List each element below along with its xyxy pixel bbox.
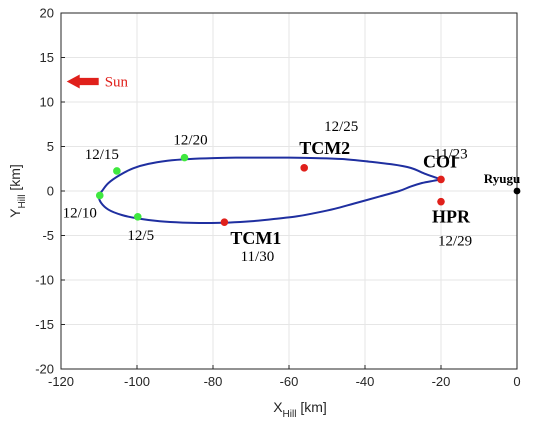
sun-indicator: Sun — [66, 74, 129, 91]
marker-11-30 — [220, 218, 229, 226]
sun-label: Sun — [105, 75, 129, 91]
ryugu-label: Ryugu — [484, 171, 520, 186]
event-label-tcm1: TCM1 — [230, 228, 281, 248]
y-axis-label-main: Y — [7, 208, 23, 218]
y-tick-label-10: -10 — [35, 273, 54, 288]
x-tick-label-100: -100 — [124, 374, 150, 389]
marker-12-10 — [95, 191, 104, 200]
ryugu-target: Ryugu — [484, 171, 521, 195]
date-label-12-29: 12/29 — [438, 234, 472, 250]
y-tick-label-10: 10 — [40, 95, 54, 110]
ryugu-marker — [513, 187, 521, 195]
date-label-12-5: 12/5 — [127, 228, 154, 244]
marker-11-23 — [437, 175, 445, 184]
x-axis-label-sub: Hill — [283, 409, 297, 420]
y-tick-label-15: -15 — [35, 317, 54, 332]
x-tick-label-80: -80 — [204, 374, 223, 389]
date-label-11-30: 11/30 — [241, 249, 275, 265]
marker-12-29 — [437, 197, 445, 206]
y-tick-label-15: 15 — [40, 50, 54, 65]
date-label-12-20: 12/20 — [173, 133, 207, 149]
y-axis-label-unit: [km] — [7, 164, 23, 194]
marker-12-25 — [300, 164, 309, 172]
y-axis-label: YHill [km] — [7, 164, 28, 218]
y-axis-label-sub: Hill — [17, 195, 28, 209]
x-tick-label-120: -120 — [48, 374, 74, 389]
x-tick-label-0: 0 — [513, 374, 520, 389]
x-axis-label: XHill [km] — [273, 399, 327, 420]
event-label-tcm2: TCM2 — [299, 138, 350, 158]
marker-12-20 — [180, 153, 189, 162]
date-label-12-15: 12/15 — [85, 147, 119, 163]
x-tick-label-20: -20 — [432, 374, 451, 389]
x-tick-label-40: -40 — [356, 374, 375, 389]
marker-12-5 — [133, 213, 142, 221]
y-tick-label-5: -5 — [42, 228, 54, 243]
trajectory-layer — [97, 156, 442, 225]
event-label-hpr: HPR — [432, 207, 471, 227]
date-label-12-10: 12/10 — [63, 205, 97, 221]
points-layer — [95, 153, 445, 226]
sun-arrow-icon — [66, 74, 99, 89]
date-label-11-23: 11/23 — [434, 146, 468, 162]
y-tick-label-0: 0 — [47, 184, 54, 199]
y-tick-label-5: 5 — [47, 139, 54, 154]
date-label-12-25: 12/25 — [324, 119, 358, 135]
x-axis-label-main: X — [273, 399, 283, 415]
ticks: -120 -100 -80 -60 -40 -20 0 -20 -15 -10 -5 0 5 10 15 20 — [35, 6, 520, 390]
y-tick-label-20: -20 — [35, 362, 54, 377]
trajectory-line — [97, 156, 442, 225]
y-tick-label-20: 20 — [40, 6, 54, 21]
x-tick-label-60: -60 — [280, 374, 299, 389]
marker-12-15 — [113, 167, 121, 175]
event-label-coi: COI — [423, 151, 457, 171]
x-axis-label-unit: [km] — [296, 399, 326, 415]
